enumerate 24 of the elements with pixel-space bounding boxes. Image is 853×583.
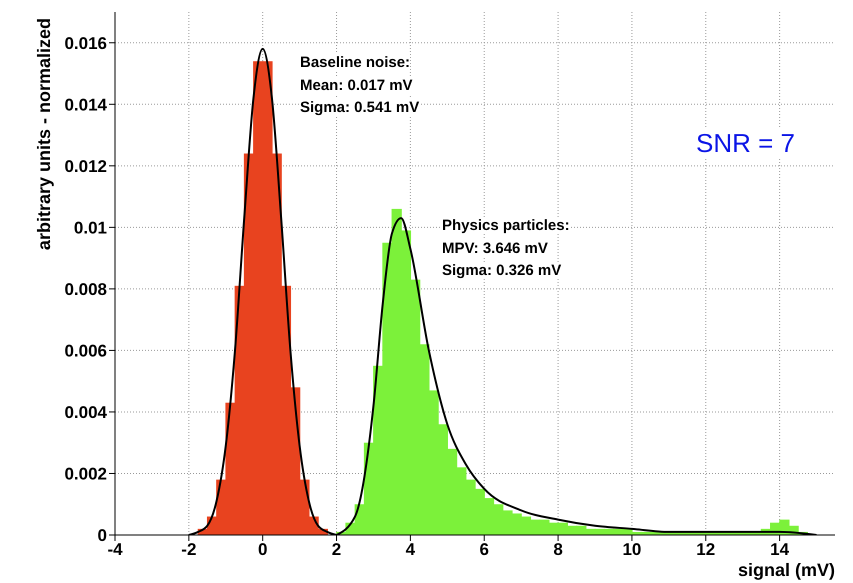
annotation: SNR = 7 xyxy=(696,128,795,158)
x-tick-label: 4 xyxy=(406,540,416,560)
x-tick-label: 0 xyxy=(258,540,268,560)
y-tick-label: 0.004 xyxy=(64,402,108,422)
x-tick-label: -2 xyxy=(181,540,196,560)
y-tick-label: 0.016 xyxy=(64,34,107,53)
x-tick-label: -4 xyxy=(107,540,124,560)
x-tick-label: 14 xyxy=(770,540,790,560)
x-tick-label: 12 xyxy=(696,540,716,560)
y-tick-label: 0.002 xyxy=(64,464,107,484)
y-tick-label: 0.014 xyxy=(64,95,108,114)
y-tick-label: 0.012 xyxy=(64,156,107,176)
annotation: Baseline noise: Mean: 0.017 mV Sigma: 0.541 mV xyxy=(300,54,420,116)
x-axis-title: signal (mV) xyxy=(738,560,835,581)
y-tick-label: 0.006 xyxy=(64,341,107,360)
x-tick-label: 2 xyxy=(332,540,342,560)
y-tick-label: 0 xyxy=(98,526,107,546)
y-tick-label: 0.008 xyxy=(64,280,107,299)
x-tick-label: 6 xyxy=(479,540,489,560)
y-axis-title: arbitrary units - normalized xyxy=(34,18,54,250)
x-tick-label: 10 xyxy=(622,540,642,560)
x-tick-label: 8 xyxy=(553,540,563,560)
y-tick-label: 0.01 xyxy=(74,218,107,238)
annotation: Physics particles: MPV: 3.646 mV Sigma: 0.326 mV xyxy=(442,217,570,279)
